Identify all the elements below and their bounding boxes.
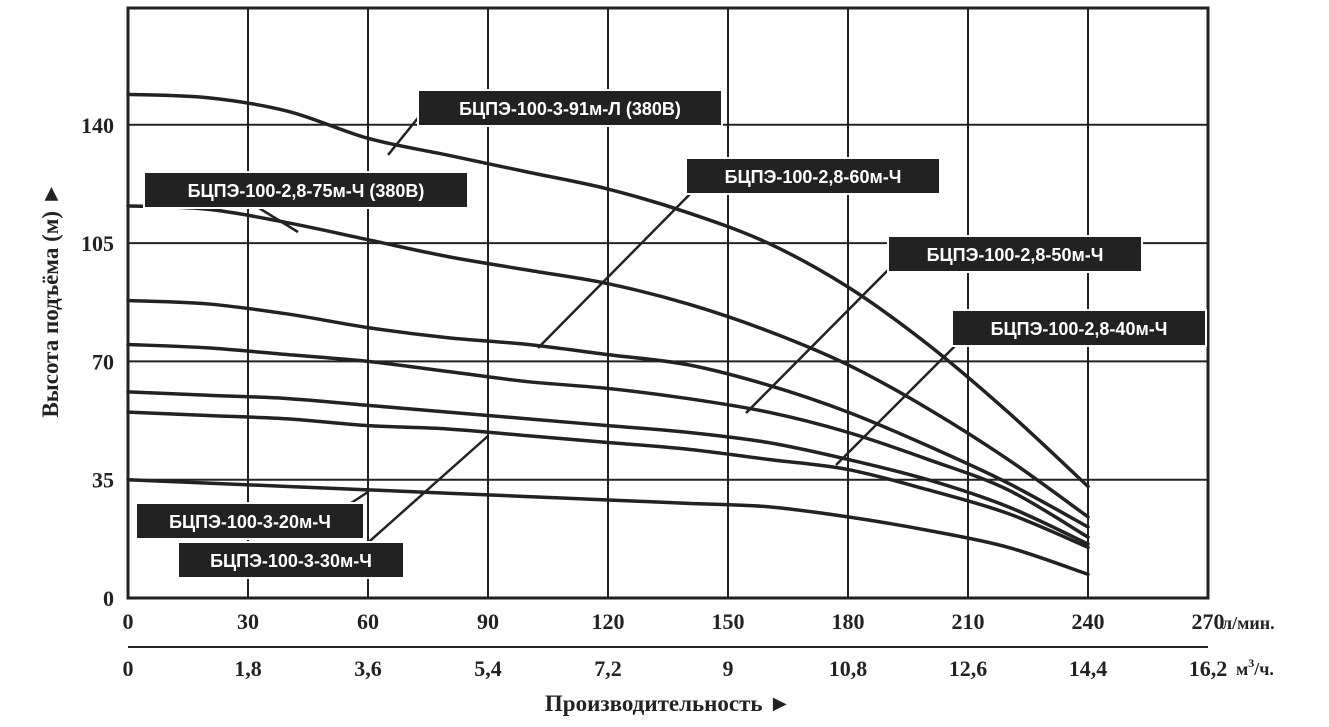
series-label-20m: БЦПЭ-100-3-20м-Ч	[135, 502, 365, 540]
x-unit-secondary-base: м	[1236, 659, 1248, 679]
x-tick-label-secondary: 12,6	[949, 656, 988, 681]
series-label-40m-text: БЦПЭ-100-2,8-40м-Ч	[991, 319, 1168, 339]
series-label-75m-text: БЦПЭ-100-2,8-75м-Ч (380В)	[188, 181, 425, 201]
y-tick-label: 0	[103, 586, 114, 611]
leader-lines	[253, 107, 959, 549]
series-label-91m: БЦПЭ-100-3-91м-Л (380В)	[417, 89, 723, 127]
x-tick-labels-secondary: 0 1,8 3,6 5,4 7,2 9 10,8 12,6 14,4 16,2	[123, 656, 1228, 681]
x-tick-label-primary: 0	[123, 609, 134, 634]
series-line-1	[126, 92, 1090, 489]
x-tick-label-secondary: 14,4	[1069, 656, 1108, 681]
x-tick-label-primary: 120	[592, 609, 625, 634]
series-line-6	[126, 410, 1090, 550]
series-label-91m-text: БЦПЭ-100-3-91м-Л (380В)	[459, 99, 681, 119]
x-tick-label-secondary: 16,2	[1189, 656, 1228, 681]
x-unit-secondary: м3/ч.	[1236, 656, 1274, 679]
leader-line	[835, 342, 959, 466]
x-tick-label-primary: 270	[1192, 609, 1225, 634]
series-label-30m-text: БЦПЭ-100-3-30м-Ч	[210, 551, 372, 571]
y-axis-title: Высота подъёма (м) ►	[38, 182, 63, 417]
x-tick-label-secondary: 0	[123, 656, 134, 681]
x-tick-label-primary: 210	[952, 609, 985, 634]
plot-frame	[126, 6, 1210, 600]
x-tick-label-secondary: 5,4	[474, 656, 502, 681]
curves-group	[126, 92, 1090, 577]
x-unit-primary: л/мин.	[1222, 613, 1275, 633]
series-label-50m: БЦПЭ-100-2,8-50м-Ч	[887, 235, 1143, 273]
y-tick-labels: 0 35 70 105 140	[81, 113, 114, 611]
leader-line	[537, 189, 695, 349]
x-tick-labels-primary: 0 30 60 90 120 150 180 210 240 270	[123, 609, 1225, 634]
x-axis-title: Производительность ►	[545, 691, 791, 716]
x-tick-label-primary: 240	[1072, 609, 1105, 634]
x-tick-label-primary: 180	[832, 609, 865, 634]
series-line-2	[126, 204, 1090, 519]
series-label-50m-text: БЦПЭ-100-2,8-50м-Ч	[927, 245, 1104, 265]
leader-line	[253, 203, 299, 234]
y-tick-label: 35	[92, 468, 114, 493]
series-line-4	[126, 342, 1090, 539]
x-tick-label-primary: 150	[712, 609, 745, 634]
x-tick-label-secondary: 1,8	[234, 656, 262, 681]
series-line-5	[126, 390, 1090, 546]
series-line-7	[126, 477, 1090, 577]
y-tick-label: 105	[81, 231, 114, 256]
y-tick-label: 140	[81, 113, 114, 138]
series-label-75m: БЦПЭ-100-2,8-75м-Ч (380В)	[143, 171, 469, 209]
x-tick-label-secondary: 3,6	[354, 656, 382, 681]
series-labels: БЦПЭ-100-3-91м-Л (380В) БЦПЭ-100-2,8-75м…	[135, 89, 1207, 579]
x-unit-secondary-tail: /ч.	[1253, 659, 1274, 679]
x-tick-label-secondary: 10,8	[829, 656, 868, 681]
series-label-20m-text: БЦПЭ-100-3-20м-Ч	[169, 512, 331, 532]
leader-line	[745, 261, 897, 414]
y-tick-label: 70	[92, 349, 114, 374]
x-tick-label-primary: 30	[237, 609, 259, 634]
x-unit-secondary-sup: 3	[1248, 656, 1254, 670]
x-tick-label-secondary: 7,2	[594, 656, 622, 681]
x-tick-label-primary: 60	[357, 609, 379, 634]
x-tick-label-primary: 90	[477, 609, 499, 634]
series-line-3	[126, 298, 1090, 529]
series-label-60m-text: БЦПЭ-100-2,8-60м-Ч	[725, 167, 902, 187]
series-label-40m: БЦПЭ-100-2,8-40м-Ч	[951, 309, 1207, 347]
series-label-60m: БЦПЭ-100-2,8-60м-Ч	[685, 157, 941, 195]
leader-line	[361, 435, 489, 549]
series-label-30m: БЦПЭ-100-3-30м-Ч	[177, 541, 405, 579]
x-tick-label-secondary: 9	[723, 656, 734, 681]
